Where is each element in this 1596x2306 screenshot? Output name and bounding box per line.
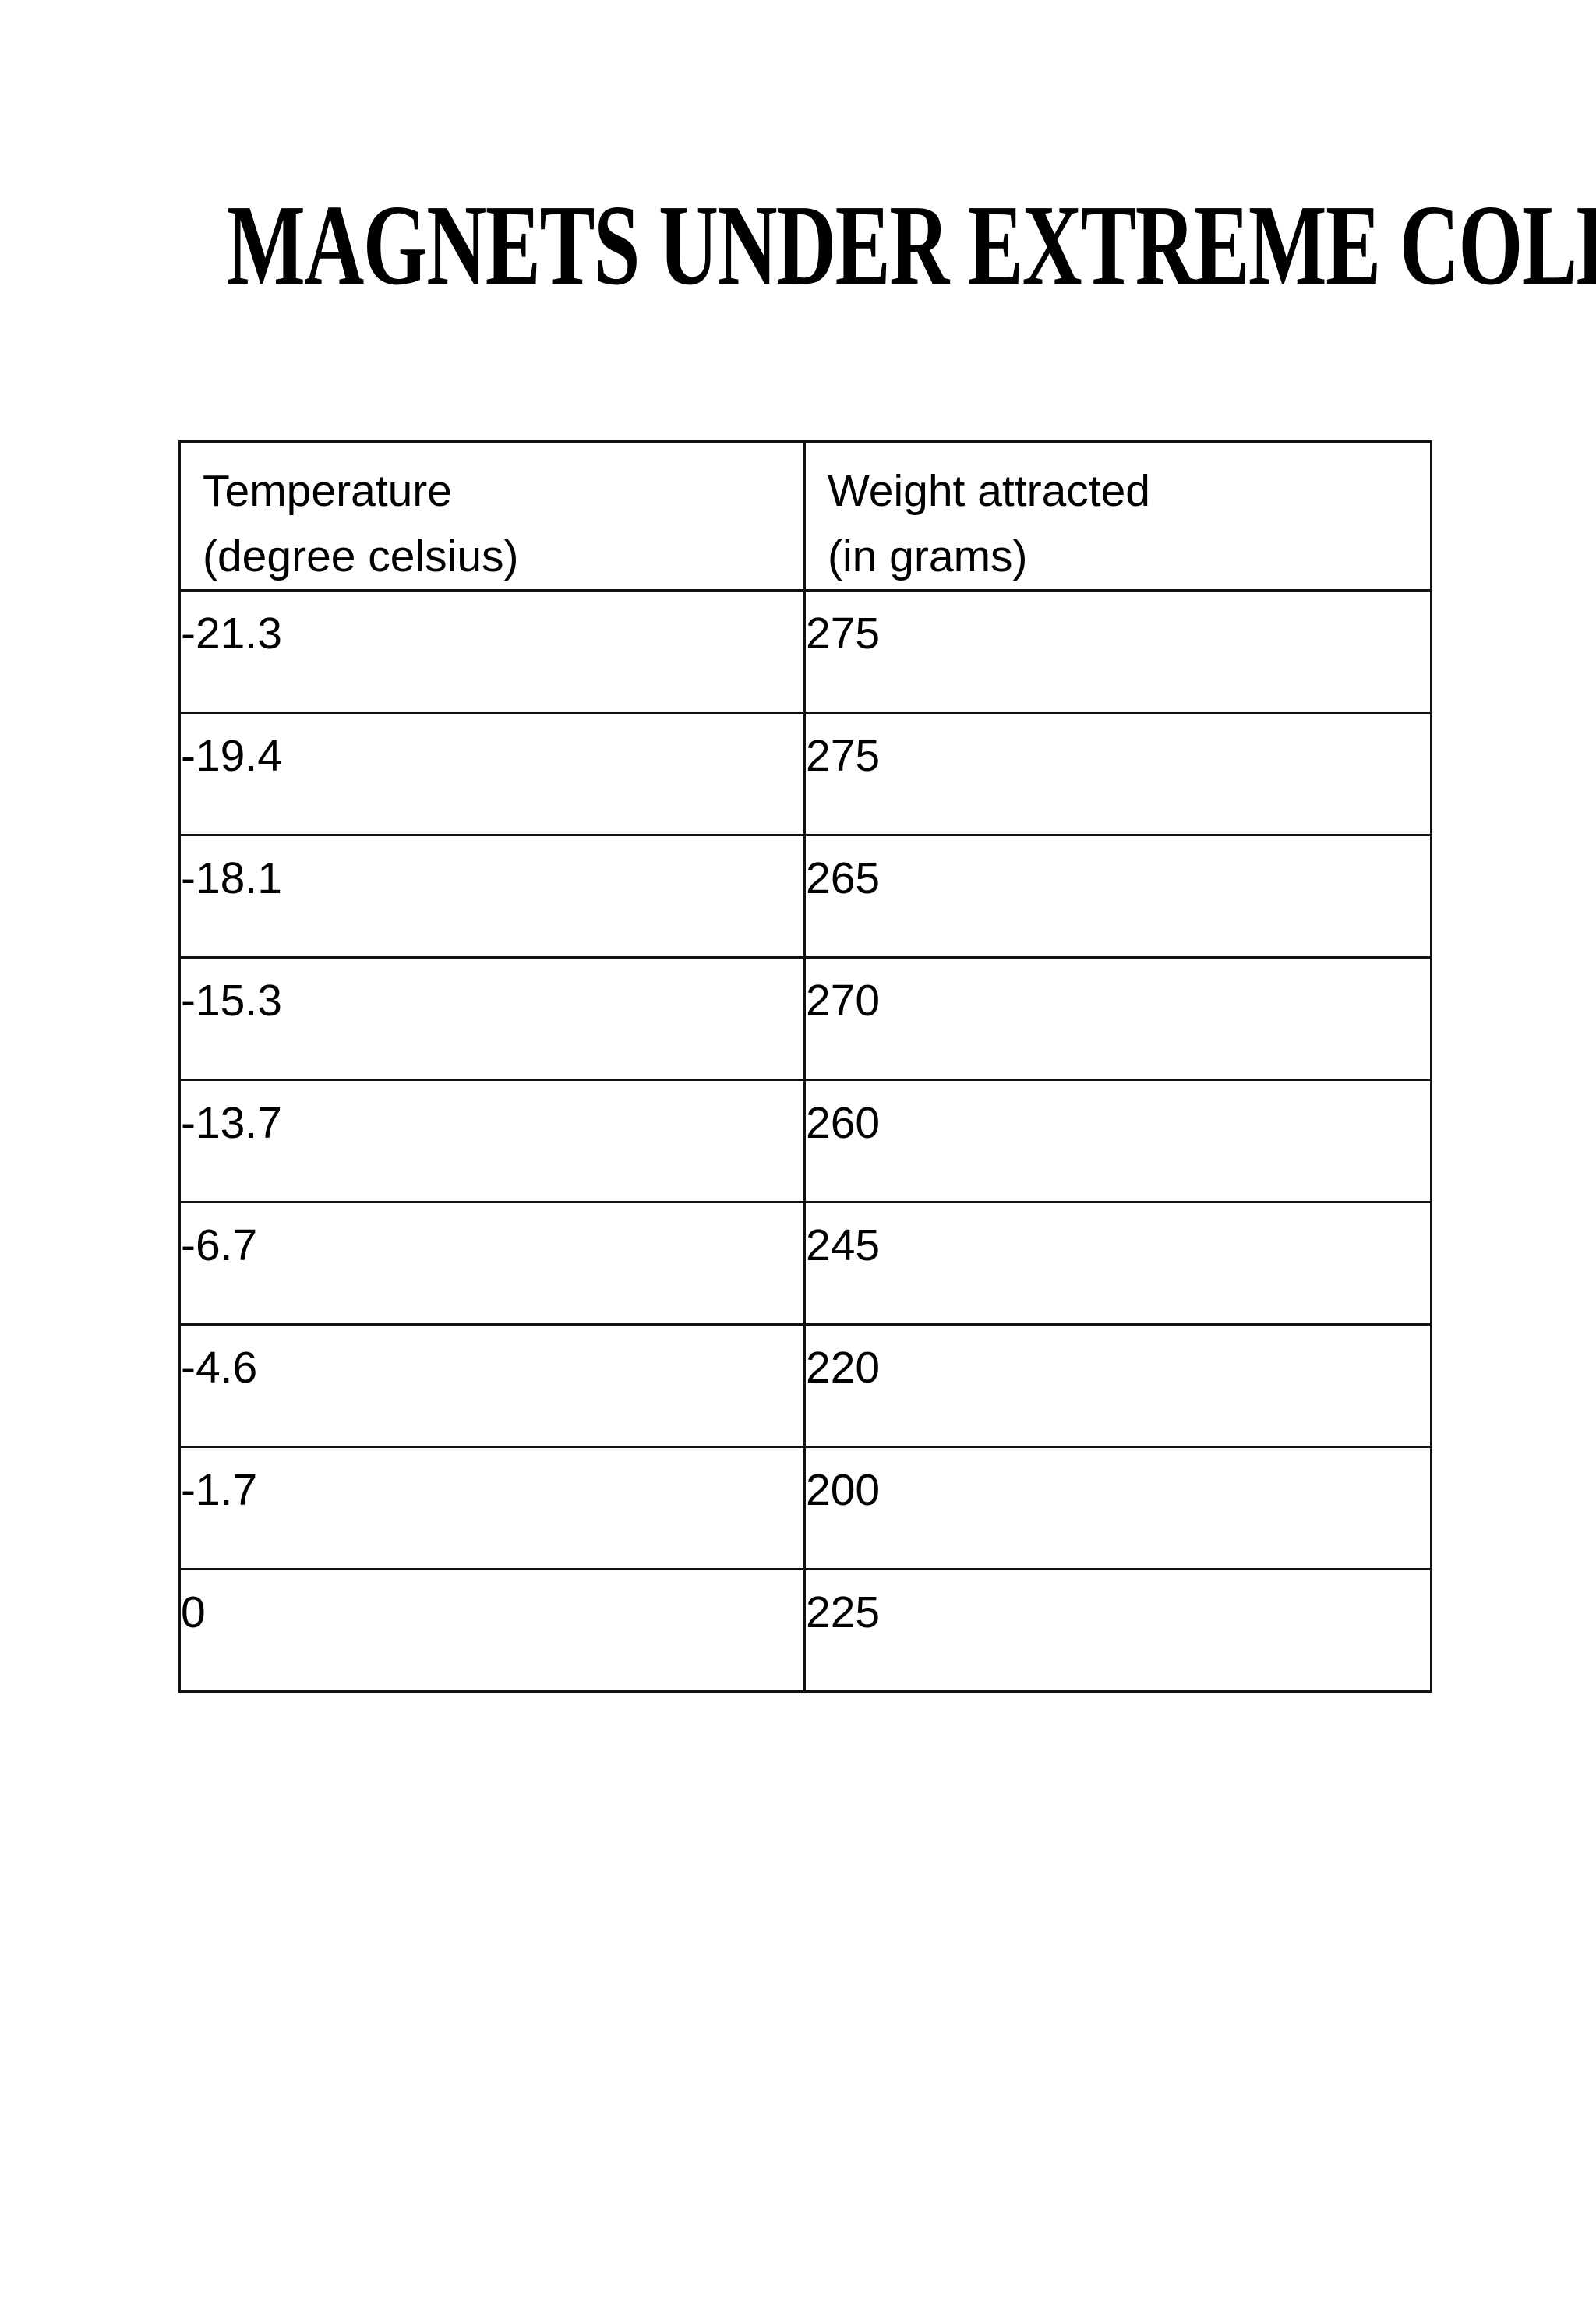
temperature-cell: 0 — [178, 1568, 806, 1693]
temperature-cell: -13.7 — [178, 1079, 806, 1203]
weight-cell: 220 — [803, 1323, 1432, 1448]
table-row: -15.3 270 — [178, 956, 1432, 1081]
header-temperature-label: Temperature — [203, 466, 452, 516]
weight-cell: 200 — [803, 1446, 1432, 1570]
temperature-cell: -15.3 — [178, 956, 806, 1081]
table-header-row: Temperature (degree celsius) Weight attr… — [178, 440, 1432, 592]
table-row: 0 225 — [178, 1568, 1432, 1693]
weight-cell: 275 — [803, 589, 1432, 714]
table-row: -4.6 220 — [178, 1323, 1432, 1448]
table-row: -1.7 200 — [178, 1446, 1432, 1570]
header-temperature-unit: (degree celsius) — [203, 531, 519, 581]
page-title: MAGNETS UNDER EXTREME COLD — [227, 182, 1596, 309]
header-temperature: Temperature (degree celsius) — [178, 440, 806, 592]
table-row: -19.4 275 — [178, 712, 1432, 836]
temperature-cell: -4.6 — [178, 1323, 806, 1448]
data-table: Temperature (degree celsius) Weight attr… — [178, 440, 1432, 1693]
table-row: -6.7 245 — [178, 1201, 1432, 1326]
weight-cell: 260 — [803, 1079, 1432, 1203]
temperature-cell: -18.1 — [178, 834, 806, 959]
temperature-cell: -6.7 — [178, 1201, 806, 1326]
temperature-cell: -19.4 — [178, 712, 806, 836]
header-weight-unit: (in grams) — [828, 531, 1028, 581]
weight-cell: 270 — [803, 956, 1432, 1081]
header-weight-label: Weight attracted — [828, 466, 1151, 516]
weight-cell: 245 — [803, 1201, 1432, 1326]
temperature-cell: -1.7 — [178, 1446, 806, 1570]
table-row: -21.3 275 — [178, 589, 1432, 714]
table-row: -18.1 265 — [178, 834, 1432, 959]
header-weight: Weight attracted (in grams) — [803, 440, 1432, 592]
temperature-cell: -21.3 — [178, 589, 806, 714]
table-row: -13.7 260 — [178, 1079, 1432, 1203]
weight-cell: 265 — [803, 834, 1432, 959]
weight-cell: 225 — [803, 1568, 1432, 1693]
weight-cell: 275 — [803, 712, 1432, 836]
